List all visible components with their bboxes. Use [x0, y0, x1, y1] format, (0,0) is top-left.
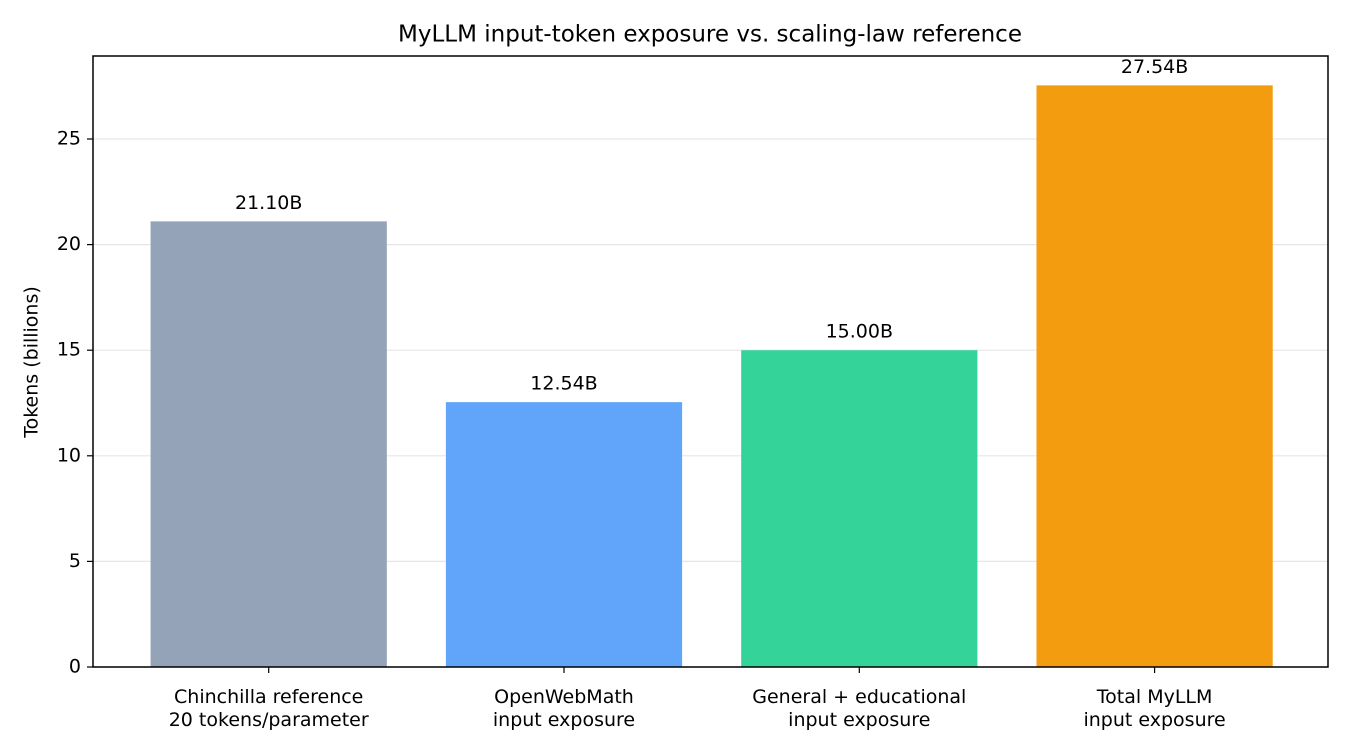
chart-title: MyLLM input-token exposure vs. scaling-l…: [398, 22, 1022, 48]
y-tick-label: 10: [57, 444, 81, 466]
value-label: 15.00B: [826, 321, 893, 343]
y-tick-label: 20: [57, 233, 81, 255]
y-axis-label: Tokens (billions): [21, 286, 43, 439]
value-label: 27.54B: [1121, 56, 1188, 78]
x-tick-label: Total MyLLM input exposure: [1083, 686, 1225, 731]
value-label: 21.10B: [235, 192, 302, 214]
y-tick-label: 15: [57, 339, 81, 361]
y-tick-label: 25: [57, 128, 81, 150]
y-tick-label: 5: [69, 550, 81, 572]
x-tick-label: OpenWebMath input exposure: [493, 686, 635, 731]
bar: [1036, 85, 1273, 668]
bar: [150, 221, 387, 667]
x-tick-label: Chinchilla reference 20 tokens/parameter: [169, 686, 369, 731]
x-tick-label: General + educational input exposure: [752, 686, 966, 731]
y-tick-label: 0: [69, 656, 81, 678]
value-label: 12.54B: [530, 373, 597, 395]
bar: [445, 402, 683, 667]
bar: [741, 350, 978, 667]
plot-frame: [92, 55, 1329, 668]
